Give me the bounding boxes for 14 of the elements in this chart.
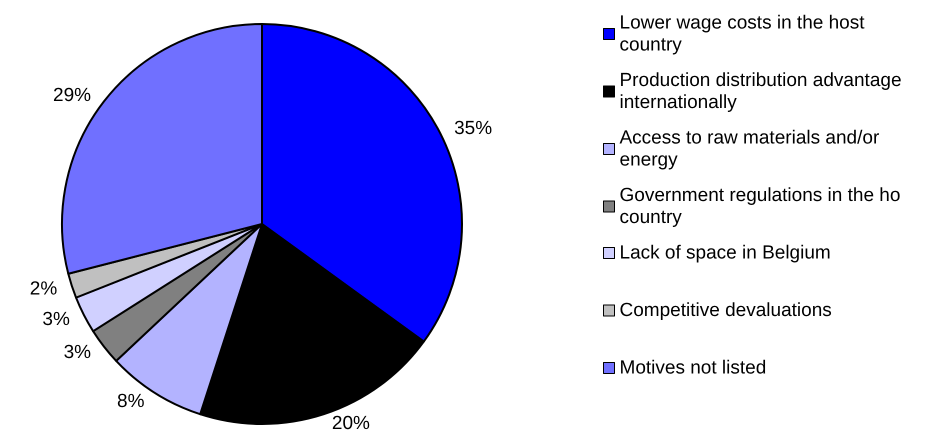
legend-label: Government regulations in the ho country (620, 185, 906, 228)
data-label: 3% (64, 342, 92, 364)
legend-label: Lack of space in Belgium (620, 242, 831, 264)
legend-label: Lower wage costs in the host country (620, 12, 870, 56)
data-label: 8% (117, 390, 145, 412)
legend-label: Production distribution advantage internationally (620, 70, 907, 113)
data-label: 29% (53, 84, 92, 106)
data-label: 20% (332, 413, 370, 434)
data-label: 3% (42, 308, 70, 330)
data-label: 2% (30, 278, 58, 300)
legend-label: Motives not listed (620, 358, 766, 378)
legend-label: Competitive devaluations (620, 300, 832, 321)
legend-label: Access to raw materials and/or energy (620, 128, 885, 170)
data-label: 35% (454, 118, 492, 140)
